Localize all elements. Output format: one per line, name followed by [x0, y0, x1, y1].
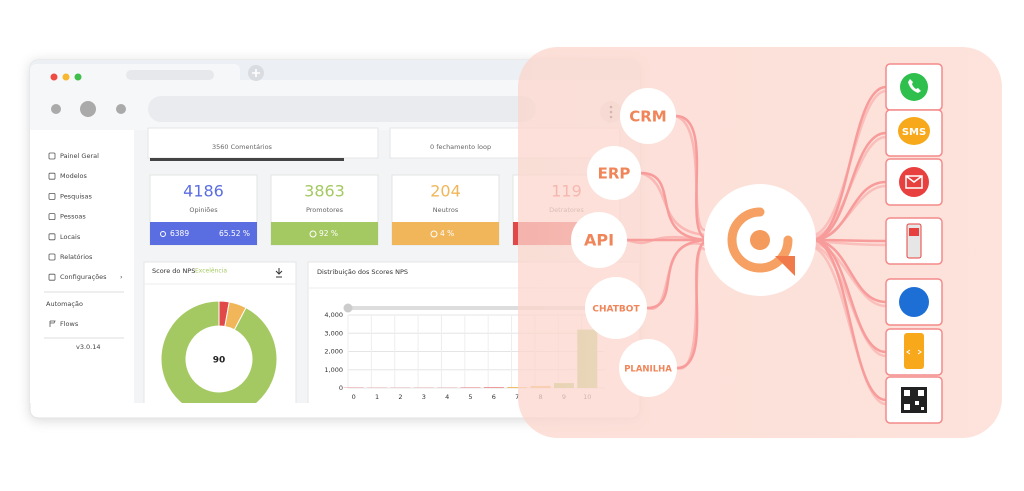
- sidebar-item: Modelos: [60, 172, 87, 180]
- sms-label: SMS: [902, 127, 926, 138]
- sidebar-item: Pessoas: [60, 213, 86, 221]
- stat-label: Neutros: [433, 206, 459, 214]
- score-title: Score do NPS: [152, 267, 195, 275]
- qr-cell: [915, 401, 919, 405]
- score-rating: Excelência: [195, 268, 227, 275]
- section: Automação: [46, 300, 83, 308]
- stat-footer-text: 6389: [170, 229, 189, 238]
- x-tick-label: 2: [398, 393, 402, 401]
- stat-footer-text: 65.52 %: [219, 229, 250, 238]
- source-label: CRM: [629, 108, 667, 126]
- source-label: API: [584, 231, 614, 250]
- whatsapp-icon: [900, 73, 928, 101]
- qr-cell: [921, 407, 924, 410]
- sidebar-item: Painel Geral: [60, 152, 99, 160]
- y-tick-label: 0: [339, 384, 343, 392]
- web-icon: [899, 287, 929, 317]
- stat-label: Promotores: [306, 206, 344, 214]
- loop: 0 fechamento loop: [430, 143, 491, 151]
- x-tick-label: 1: [375, 393, 379, 401]
- x-tick-label: 5: [468, 393, 472, 401]
- x-tick-label: 0: [352, 393, 356, 401]
- source-label: PLANILHA: [624, 365, 672, 375]
- stat-footer-text: 92 %: [319, 229, 338, 238]
- comments: 3560 Comentários: [212, 143, 273, 151]
- version: v3.0.14: [76, 343, 101, 351]
- source-label: ERP: [598, 165, 631, 183]
- stat-label: Opiniões: [189, 206, 218, 214]
- sidebar-item: Configurações: [60, 273, 107, 281]
- sidebar-item: Pesquisas: [60, 192, 92, 200]
- sidebar-item: Flows: [60, 320, 79, 328]
- source-label: CHATBOT: [592, 305, 640, 315]
- sidebar-item: Locais: [60, 233, 81, 241]
- logo-dot: [750, 230, 770, 250]
- phone-icon: [904, 333, 924, 369]
- y-tick-label: 2,000: [324, 348, 343, 356]
- x-tick-label: 3: [422, 393, 426, 401]
- qr-corner: [903, 403, 911, 411]
- stat-value: 4186: [183, 182, 224, 201]
- stat-value: 3863: [304, 182, 345, 201]
- dist-title: Distribuição dos Scores NPS: [317, 268, 408, 276]
- x-tick-label: 4: [445, 393, 449, 401]
- kiosk-screen: [909, 228, 919, 236]
- x-tick-label: 6: [492, 393, 496, 401]
- qr-corner: [917, 389, 925, 397]
- y-tick-label: 1,000: [324, 366, 343, 374]
- stat-value: 204: [430, 182, 461, 201]
- sidebar-item: Relatórios: [60, 253, 93, 261]
- qr-corner: [903, 389, 911, 397]
- bar: [484, 387, 504, 388]
- y-tick-label: 3,000: [324, 329, 343, 337]
- channels: SMS: [886, 64, 942, 423]
- y-tick-label: 4,000: [324, 311, 343, 319]
- stat-footer-text: 4 %: [440, 229, 454, 238]
- score-value: 90: [213, 356, 226, 366]
- chevron: ›: [120, 273, 123, 281]
